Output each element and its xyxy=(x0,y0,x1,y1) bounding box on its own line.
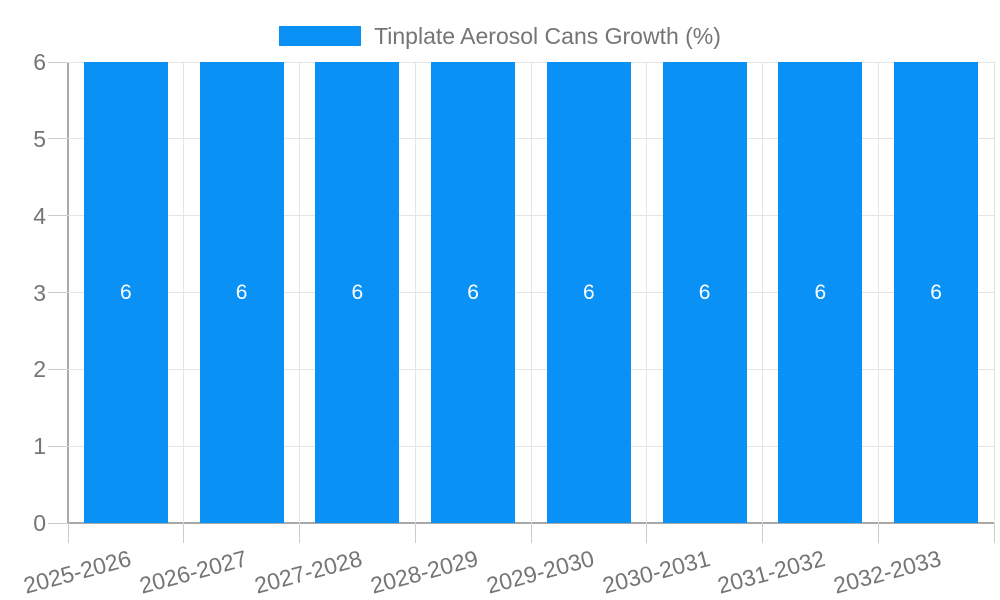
y-axis-label: 0 xyxy=(33,510,46,536)
bar-value-label: 6 xyxy=(351,280,364,304)
x-axis-label: 2032-2033 xyxy=(830,545,944,599)
x-axis-label: 2031-2032 xyxy=(715,545,829,599)
y-axis-label: 6 xyxy=(33,49,46,75)
bar-value-label: 6 xyxy=(235,280,248,304)
grid-line-vertical xyxy=(414,62,416,523)
bar-value-label: 6 xyxy=(930,280,942,304)
x-axis-tick xyxy=(646,523,648,543)
bar[interactable]: 6 xyxy=(431,62,516,523)
grid-line-vertical xyxy=(877,62,879,523)
x-axis-tick xyxy=(762,523,763,543)
x-axis-label: 2030-2031 xyxy=(599,545,713,599)
y-axis-tick xyxy=(48,215,68,217)
x-axis-tick xyxy=(414,523,416,543)
grid-line-vertical xyxy=(183,62,185,523)
y-axis-label: 2 xyxy=(33,356,46,383)
y-axis-label: 3 xyxy=(33,279,46,306)
x-axis-label: 2026-2027 xyxy=(136,545,250,599)
x-axis-tick xyxy=(67,523,69,543)
x-axis-label: 2028-2029 xyxy=(367,545,481,599)
x-axis-tick xyxy=(877,523,879,543)
legend[interactable]: Tinplate Aerosol Cans Growth (%) xyxy=(0,24,1000,48)
bar-value-label: 6 xyxy=(467,280,479,304)
y-axis-tick xyxy=(48,138,68,140)
grid-line-vertical xyxy=(646,62,648,523)
y-axis-tick xyxy=(48,445,68,447)
x-axis-tick xyxy=(299,523,300,543)
x-axis-label: 2027-2028 xyxy=(252,545,366,599)
bar[interactable]: 6 xyxy=(83,62,168,523)
bar[interactable]: 6 xyxy=(894,62,979,523)
bar[interactable]: 6 xyxy=(199,62,284,523)
bar[interactable]: 6 xyxy=(315,62,400,523)
y-axis-label: 5 xyxy=(33,125,46,152)
y-axis-tick xyxy=(48,292,68,293)
bar[interactable]: 6 xyxy=(662,62,747,523)
grid-line-vertical xyxy=(530,62,532,523)
y-axis-tick xyxy=(48,522,68,524)
bar-value-label: 6 xyxy=(583,280,595,304)
x-axis-label: 2029-2030 xyxy=(483,545,597,599)
y-axis-label: 4 xyxy=(33,202,46,229)
bar-value-label: 6 xyxy=(698,280,711,304)
grid-line-vertical xyxy=(762,62,763,523)
legend-swatch xyxy=(279,26,362,46)
y-axis-tick xyxy=(48,368,68,370)
grid-line-vertical xyxy=(993,62,995,523)
x-axis-tick xyxy=(183,523,185,543)
x-axis-label: 2025-2026 xyxy=(20,545,134,599)
bar-value-label: 6 xyxy=(814,280,827,304)
x-axis-tick xyxy=(530,523,532,543)
grid-line-vertical xyxy=(299,62,300,523)
x-axis-tick xyxy=(993,523,995,543)
bar-value-label: 6 xyxy=(120,280,132,304)
legend-label: Tinplate Aerosol Cans Growth (%) xyxy=(374,23,721,49)
bar[interactable]: 6 xyxy=(778,62,863,523)
y-axis-label: 1 xyxy=(33,433,46,460)
bar[interactable]: 6 xyxy=(546,62,631,523)
y-axis-tick xyxy=(48,61,68,63)
